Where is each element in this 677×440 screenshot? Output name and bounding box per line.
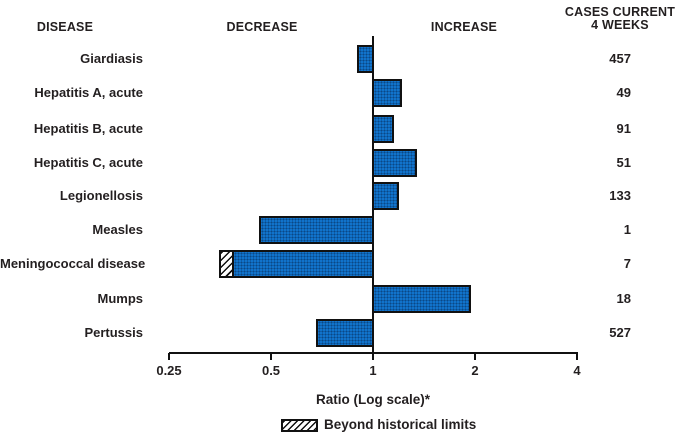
x-axis-tick bbox=[576, 353, 578, 360]
column-header-increase: INCREASE bbox=[430, 20, 498, 34]
disease-label: Giardiasis bbox=[80, 51, 143, 66]
bar bbox=[259, 216, 374, 244]
disease-label: Hepatitis A, acute bbox=[34, 85, 143, 100]
bar bbox=[316, 319, 374, 347]
x-axis-tick bbox=[474, 353, 476, 360]
bar bbox=[372, 182, 399, 210]
legend-hatch-label: Beyond historical limits bbox=[324, 417, 477, 432]
disease-label: Hepatitis C, acute bbox=[33, 155, 143, 170]
cases-value: 7 bbox=[623, 256, 631, 271]
cases-value: 1 bbox=[623, 222, 631, 237]
bar bbox=[372, 115, 394, 143]
disease-label: Hepatitis B, acute bbox=[33, 121, 143, 136]
x-axis-tick-label: 1 bbox=[369, 363, 377, 378]
cases-value: 133 bbox=[609, 188, 631, 203]
column-header-cases: CASES CURRENT 4 WEEKS bbox=[565, 6, 675, 32]
x-axis-tick-label: 0.25 bbox=[156, 363, 182, 378]
cases-value: 91 bbox=[616, 121, 631, 136]
x-axis-tick bbox=[372, 353, 374, 360]
cases-value: 49 bbox=[616, 85, 631, 100]
legend-hatch-swatch bbox=[281, 419, 318, 432]
bar bbox=[372, 79, 402, 107]
disease-label: Meningococcal disease bbox=[0, 256, 146, 271]
column-header-decrease: DECREASE bbox=[226, 20, 298, 34]
bar bbox=[372, 285, 471, 313]
x-axis-tick-label: 2 bbox=[471, 363, 479, 378]
bar bbox=[372, 149, 417, 177]
bar bbox=[357, 45, 374, 73]
cases-value: 527 bbox=[609, 325, 631, 340]
disease-label: Pertussis bbox=[84, 325, 143, 340]
column-header-cases-line2: 4 WEEKS bbox=[591, 18, 649, 32]
x-axis-tick bbox=[168, 353, 170, 360]
cases-value: 457 bbox=[609, 51, 631, 66]
disease-label: Mumps bbox=[97, 291, 144, 306]
disease-label: Measles bbox=[92, 222, 143, 237]
x-axis-tick bbox=[270, 353, 272, 360]
cases-value: 18 bbox=[616, 291, 631, 306]
column-header-disease: DISEASE bbox=[36, 20, 94, 34]
disease-label: Legionellosis bbox=[59, 188, 143, 203]
x-axis-tick-label: 4 bbox=[573, 363, 581, 378]
bar bbox=[232, 250, 374, 278]
cases-value: 51 bbox=[616, 155, 631, 170]
column-header-cases-line1: CASES CURRENT bbox=[564, 5, 676, 19]
x-axis-tick-label: 0.5 bbox=[261, 363, 281, 378]
x-axis-title: Ratio (Log scale)* bbox=[315, 392, 431, 407]
